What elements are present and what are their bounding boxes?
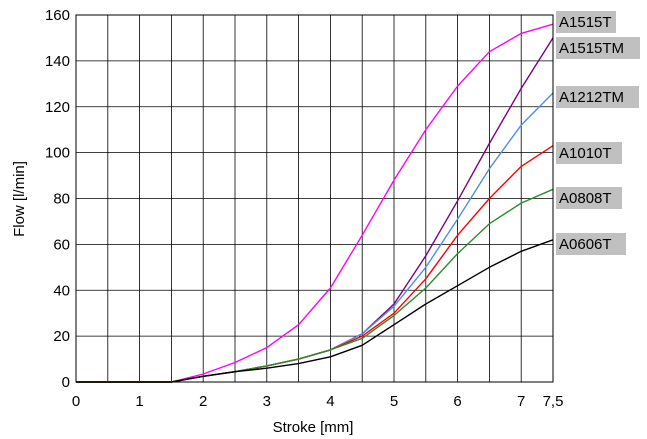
- series-label-a1212tm: A1212TM: [556, 86, 639, 108]
- series-line-a0808t: [76, 188, 554, 383]
- y-tick-label: 160: [45, 7, 70, 24]
- grid: [76, 15, 553, 382]
- x-tick-label: 0: [72, 393, 80, 410]
- x-tick-label: 6: [453, 393, 461, 410]
- series-line-a1212tm: [76, 92, 554, 383]
- series-label-text: A1010T: [559, 145, 612, 162]
- x-tick-label: 4: [326, 393, 334, 410]
- plot-frame: [75, 14, 554, 383]
- y-tick-label: 20: [53, 328, 70, 345]
- series-line-a0606t: [76, 239, 554, 383]
- series-label-a0606t: A0606T: [556, 233, 626, 255]
- series-labels: A1515T A1515TM A1212TM A1010T A0808T A0606T: [556, 11, 640, 255]
- x-tick-label: 7,5: [543, 393, 564, 410]
- series-label-box: [556, 187, 622, 209]
- y-tick-label: 120: [45, 99, 70, 116]
- x-tick-label: 3: [263, 393, 271, 410]
- x-tick-label: 7: [517, 393, 525, 410]
- series-label-text: A1515TM: [559, 40, 624, 57]
- series-label-text: A1515T: [559, 14, 612, 31]
- y-axis-title: Flow [l/min]: [11, 161, 28, 237]
- y-tick-label: 0: [62, 374, 70, 391]
- series-label-box: [556, 142, 622, 164]
- tick-labels: 0 1 2 3 4 5 6 7 7,5 0 20 40 60 80 100 120 140 160: [45, 7, 563, 410]
- x-tick-label: 1: [135, 393, 143, 410]
- series-lines: [76, 23, 554, 383]
- y-tick-label: 60: [53, 236, 70, 253]
- series-label-box: [556, 233, 626, 255]
- series-label-text: A0606T: [559, 236, 612, 253]
- series-label-text: A0808T: [559, 190, 612, 207]
- series-label-text: A1212TM: [559, 89, 624, 106]
- series-label-box: [556, 11, 616, 33]
- series-label-a1010t: A1010T: [556, 142, 622, 164]
- y-tick-label: 40: [53, 282, 70, 299]
- x-axis-title: Stroke [mm]: [273, 419, 354, 436]
- series-label-a0808t: A0808T: [556, 187, 622, 209]
- series-label-a1515t: A1515T: [556, 11, 616, 33]
- plot-border: [75, 14, 554, 383]
- y-tick-label: 80: [53, 191, 70, 208]
- series-label-box: [556, 86, 639, 108]
- series-line-a1515tm: [76, 37, 554, 383]
- series-label-a1515tm: A1515TM: [556, 37, 640, 59]
- y-tick-label: 100: [45, 145, 70, 162]
- series-label-box: [556, 37, 640, 59]
- x-tick-label: 5: [390, 393, 398, 410]
- series-line-a1515t: [76, 23, 554, 383]
- x-tick-label: 2: [199, 393, 207, 410]
- y-tick-label: 140: [45, 53, 70, 70]
